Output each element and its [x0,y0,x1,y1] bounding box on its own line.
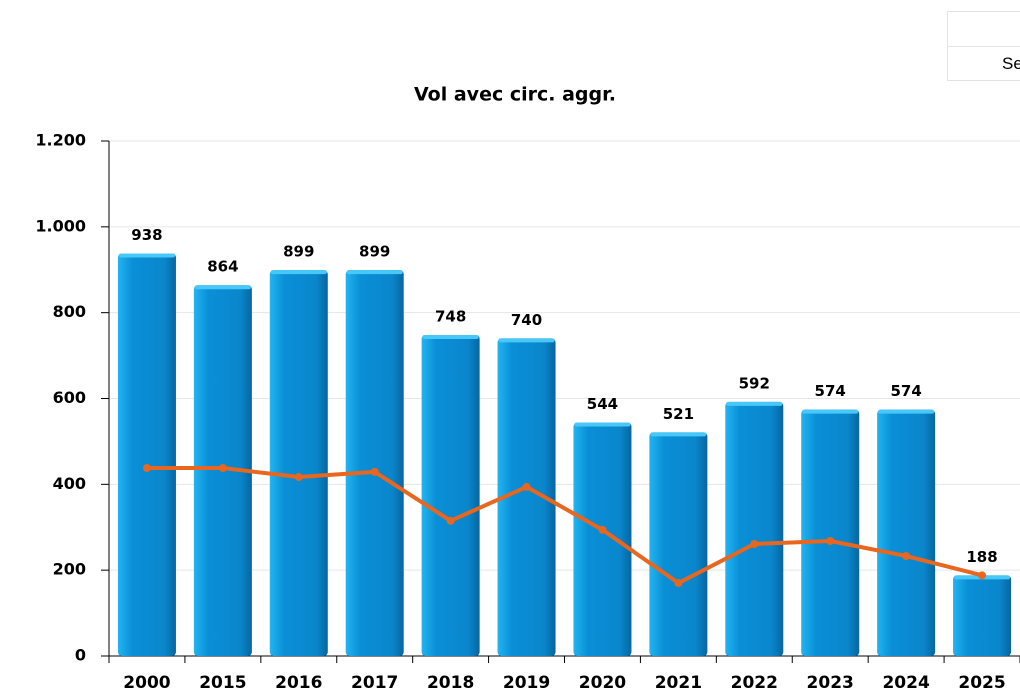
y-tick-label: 600 [53,388,86,407]
data-label: 592 [739,374,770,392]
data-label: 521 [663,405,694,423]
line-point [902,552,911,561]
bar [117,253,176,657]
y-tick-label: 800 [53,302,86,321]
line-point [750,539,759,548]
x-tick-label: 2000 [123,673,170,693]
data-label: 574 [815,382,846,400]
x-tick-label: 2023 [807,673,854,693]
bar-top [346,270,403,275]
x-tick-label: 2022 [731,673,778,693]
bar-top [726,401,783,406]
x-tick-label: 2024 [882,673,929,693]
bar-top [498,338,555,343]
line-point [978,571,987,580]
data-label: 748 [435,307,466,325]
x-tick-label: 2015 [199,673,246,693]
bar-top [802,409,859,414]
line-point [370,467,379,476]
panel-row [948,12,1020,47]
bar [649,432,708,656]
bar-top [270,270,327,275]
line [146,466,983,586]
y-tick-label: 1.000 [35,216,86,235]
bar [497,338,556,656]
bar-top [878,409,935,414]
line-point [598,525,607,534]
line-point [218,464,227,473]
data-label: 899 [283,243,314,261]
x-tick-label: 2019 [503,673,550,693]
line-point [142,464,151,473]
line-point [826,536,835,545]
x-tick-label: 2018 [427,673,474,693]
y-tick-label: 0 [75,646,86,665]
bar [877,409,936,656]
data-label: 864 [207,258,238,276]
x-tick-label: 2016 [275,673,322,693]
bar-top [422,334,479,339]
line-point [522,482,531,491]
data-label: 544 [587,395,618,413]
bar [573,422,632,656]
bar-top [118,253,175,258]
bar [421,334,480,656]
x-tick-label: 2025 [958,673,1005,693]
bar [345,270,404,656]
bar [725,401,784,656]
bar [269,270,328,656]
bar-top [574,422,631,427]
line-point [446,516,455,525]
data-label: 740 [511,311,542,329]
bar [801,409,860,656]
panel: Se [947,11,1020,81]
y-tick-label: 200 [53,560,86,579]
x-tick-label: 2017 [351,673,398,693]
bar-top [650,432,707,437]
x-tick-label: 2020 [579,673,626,693]
bar-top [194,285,251,290]
y-tick-label: 1.200 [35,131,86,150]
panel-label: Se [1002,54,1020,73]
data-label: 899 [359,243,390,261]
data-label: 574 [890,382,921,400]
line-point [294,473,303,482]
x-tick-label: 2021 [655,673,702,693]
y-tick-label: 400 [53,474,86,493]
data-label: 938 [131,226,162,244]
chart-title: Vol avec circ. aggr. [414,84,616,106]
bar [953,575,1012,656]
data-label: 188 [966,548,997,566]
line-point [674,579,683,588]
